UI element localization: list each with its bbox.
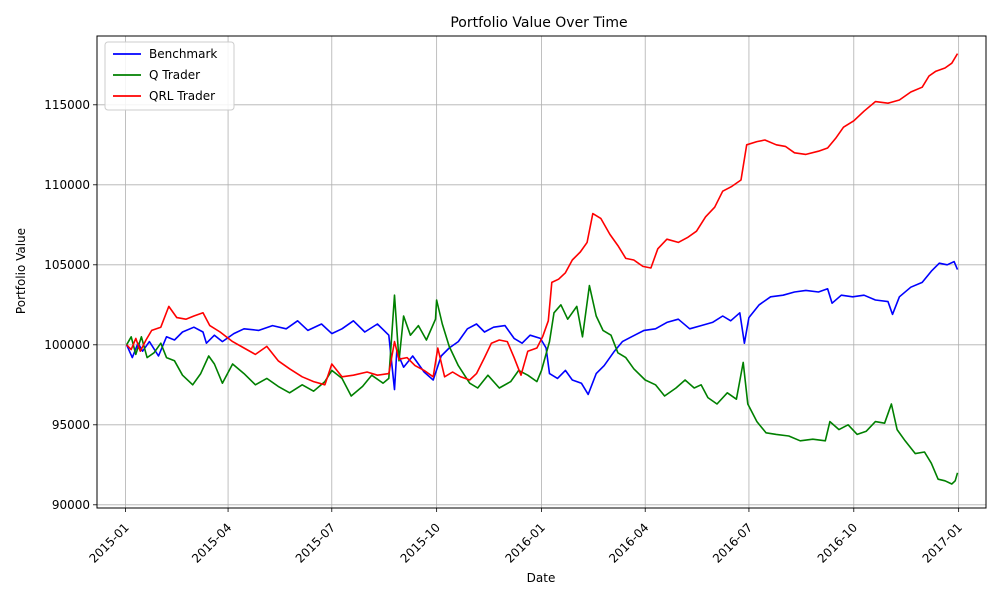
legend-box [104, 41, 235, 111]
series-line-benchmark [125, 260, 959, 396]
y-axis-title: Portfolio Value [14, 228, 28, 314]
y-tick-label: 110000 [44, 178, 90, 192]
y-tick-label: 95000 [52, 418, 90, 432]
legend-label: Q Trader [149, 68, 200, 82]
series-line-q-trader [125, 284, 959, 485]
y-tick-label: 100000 [44, 338, 90, 352]
legend-label: Benchmark [149, 47, 217, 61]
y-tick-label: 90000 [52, 498, 90, 512]
legend-label: QRL Trader [149, 89, 215, 103]
y-tick-label: 105000 [44, 258, 90, 272]
y-axis-ticks: 90000 95000 100000 105000 110000 115000 [44, 98, 97, 512]
series-line-qrl-trader [126, 53, 959, 386]
y-tick-label: 115000 [44, 98, 90, 112]
chart-title: Portfolio Value Over Time [450, 15, 627, 31]
grid-lines [97, 36, 986, 508]
legend: Benchmark Q Trader QRL Trader [104, 41, 235, 111]
series-lines [125, 53, 959, 485]
x-axis-title: Date [527, 571, 556, 585]
